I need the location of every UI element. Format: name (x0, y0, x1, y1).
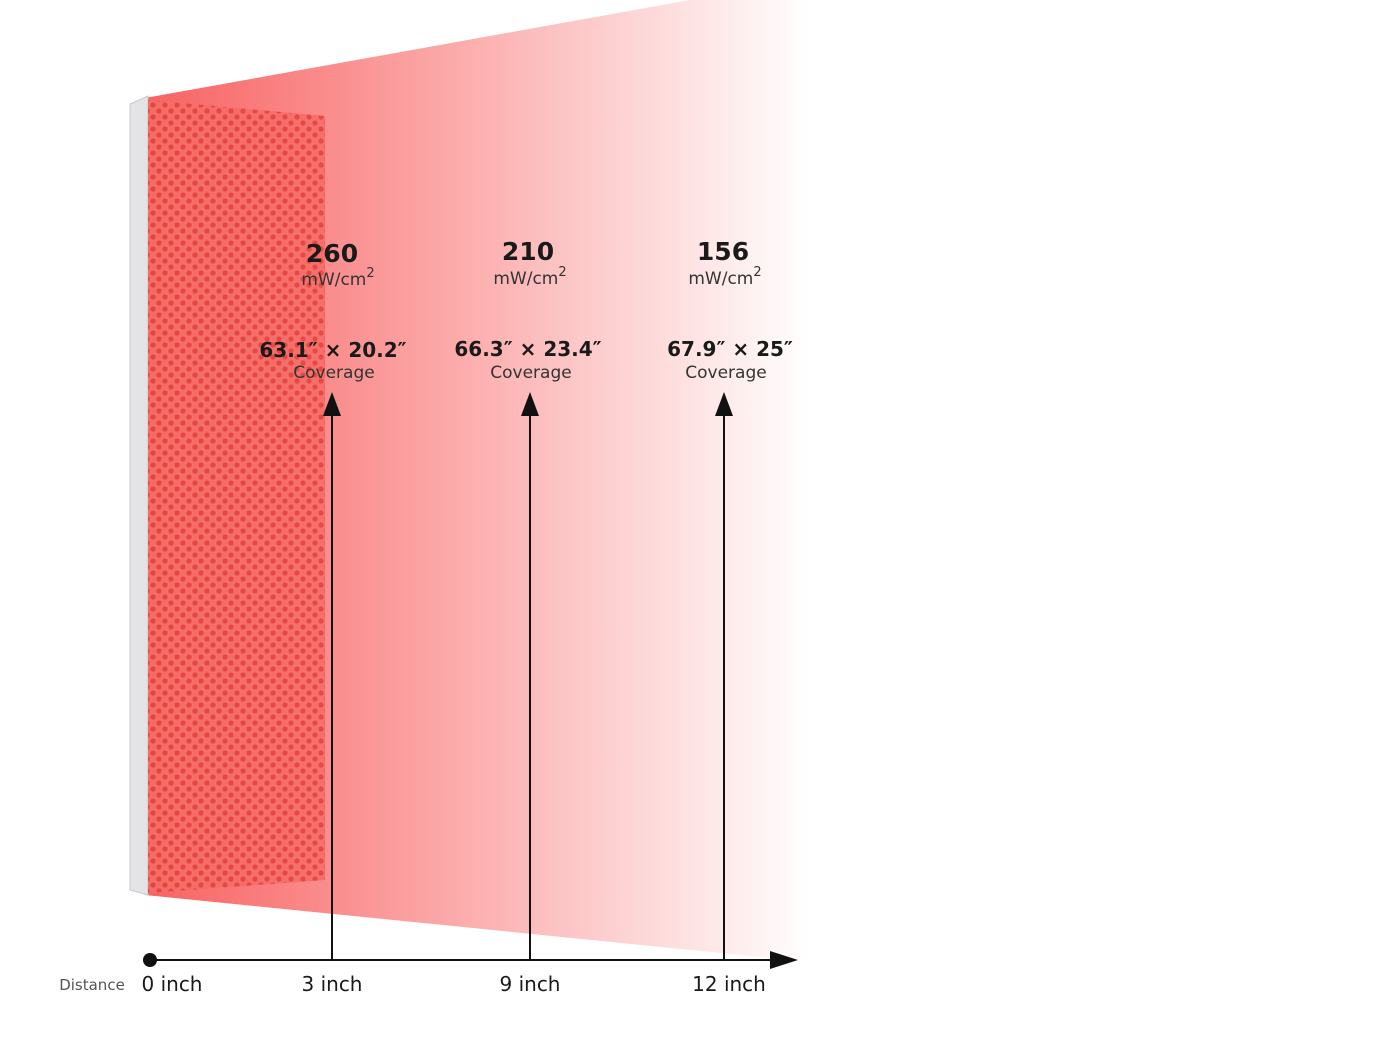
arrowhead (521, 392, 539, 416)
distance-label: 12 inch (692, 972, 766, 996)
led-panel (148, 100, 325, 893)
unit: mW/cm2 (688, 265, 761, 289)
distance-label: 9 inch (500, 972, 561, 996)
arrowheads (143, 392, 798, 969)
distance-label: 3 inch (302, 972, 363, 996)
unit-power: 2 (558, 265, 566, 280)
panel-frame (129, 95, 149, 896)
distance-label: 0 inch (142, 972, 203, 996)
arrowhead (323, 392, 341, 416)
origin-dot (143, 953, 157, 967)
arrowhead (715, 392, 733, 416)
irradiance: 156 (697, 237, 749, 266)
irradiance: 260 (306, 239, 358, 268)
coverage: 67.9″ × 25″ (667, 337, 793, 361)
unit-text: mW/cm (301, 270, 366, 290)
unit-power: 2 (753, 265, 761, 280)
coverage: 63.1″ × 20.2″ (259, 338, 406, 362)
arrows (150, 412, 782, 961)
coverage-label: Coverage (490, 363, 571, 383)
coverage: 66.3″ × 23.4″ (454, 337, 601, 361)
arrowhead (770, 951, 798, 969)
irradiance: 210 (502, 237, 554, 266)
unit-power: 2 (366, 266, 374, 281)
unit: mW/cm2 (493, 265, 566, 289)
unit-text: mW/cm (493, 269, 558, 289)
axis-label: Distance (59, 976, 125, 994)
coverage-label: Coverage (685, 363, 766, 383)
unit-text: mW/cm (688, 269, 753, 289)
unit: mW/cm2 (301, 266, 374, 290)
coverage-label: Coverage (293, 363, 374, 383)
